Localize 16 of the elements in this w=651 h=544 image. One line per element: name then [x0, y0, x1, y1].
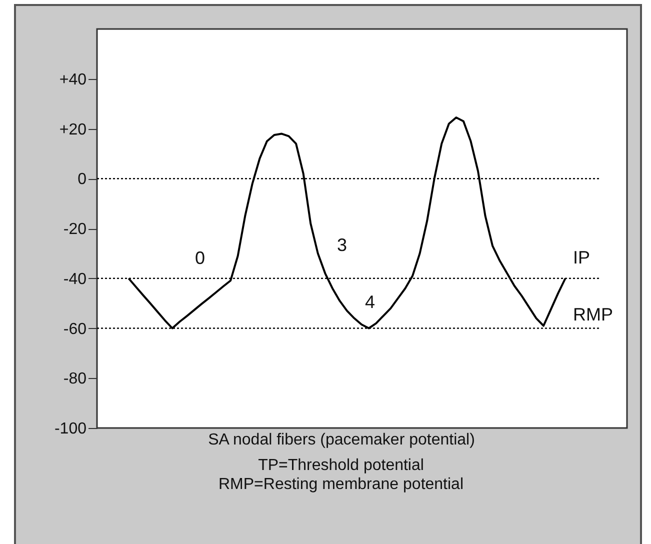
ref-line-label: RMP [573, 304, 613, 324]
y-tick-label: -60 [63, 320, 87, 338]
y-tick-label: -100 [54, 420, 87, 438]
annotation: 0 [194, 248, 206, 268]
y-tick-label: +20 [59, 121, 87, 138]
annotation: 4 [364, 292, 376, 312]
y-tick-label: -80 [63, 370, 87, 388]
annotation: 3 [336, 235, 348, 255]
y-tick-label: -40 [63, 270, 87, 288]
x-axis-title: SA nodal fibers (pacemaker potential) [208, 432, 475, 448]
y-tick-label: +40 [59, 71, 87, 88]
y-tick-label: -20 [63, 221, 87, 238]
ref-line-label: IP [573, 247, 590, 268]
text: TP=Threshold potential [258, 457, 424, 474]
text: RMP=Resting membrane potential [218, 476, 464, 493]
y-tick-label: 0 [78, 171, 87, 188]
